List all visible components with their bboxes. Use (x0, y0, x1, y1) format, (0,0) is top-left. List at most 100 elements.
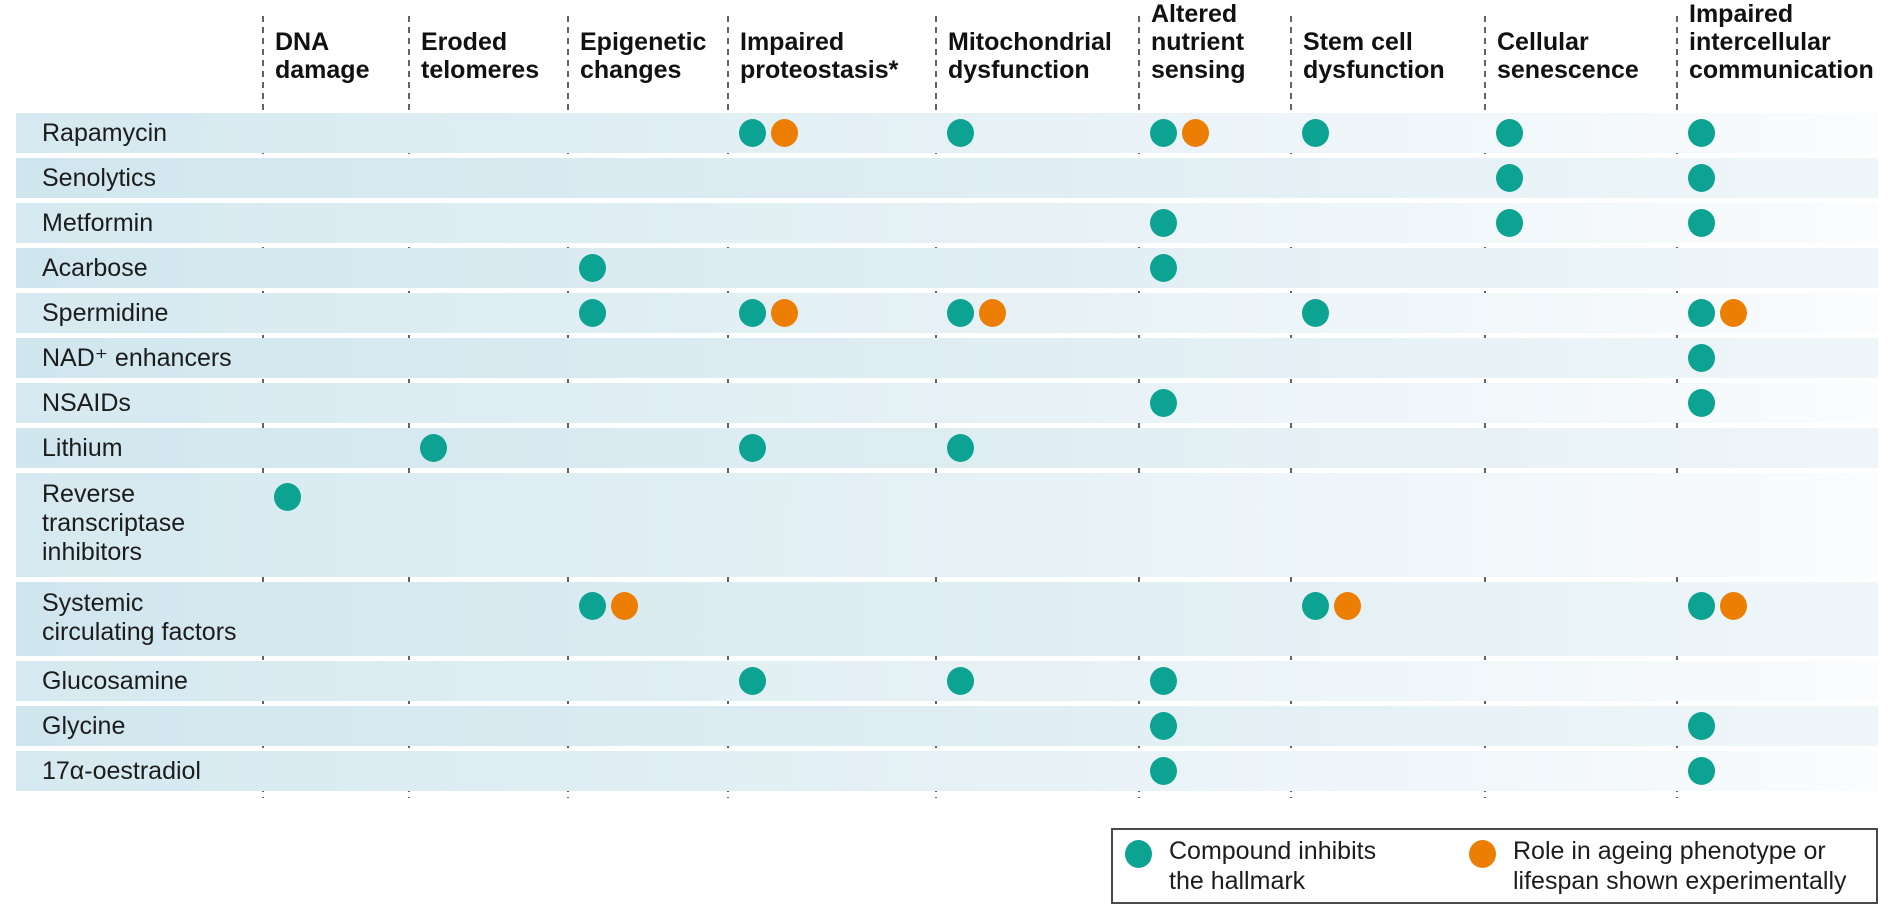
matrix-cell (1676, 706, 1878, 746)
matrix-cell (567, 338, 727, 378)
matrix-cell (567, 661, 727, 701)
matrix-cell (935, 158, 1138, 198)
experimental-dot (979, 299, 1006, 327)
experimental-dot (1720, 299, 1747, 327)
matrix-cell (935, 248, 1138, 288)
matrix-cell (1290, 582, 1484, 656)
row-label: Systemic circulating factors (42, 589, 237, 646)
inhibits-dot (1150, 757, 1177, 785)
matrix-cell (1290, 248, 1484, 288)
inhibits-dot (1302, 119, 1329, 147)
column-header: Eroded telomeres (421, 28, 540, 84)
matrix-cell (1138, 661, 1290, 701)
table-row: Reverse transcriptase inhibitors (16, 473, 1878, 577)
matrix-cell (1676, 158, 1878, 198)
inhibits-dot (1688, 757, 1715, 785)
matrix-cell (1138, 158, 1290, 198)
inhibits-dot (1150, 119, 1177, 147)
matrix-cell (567, 248, 727, 288)
matrix-cell (1138, 383, 1290, 423)
legend-box: Compound inhibits the hallmark Role in ag… (1111, 828, 1878, 904)
matrix-cell (935, 706, 1138, 746)
matrix-cell (567, 383, 727, 423)
matrix-cell (1138, 203, 1290, 243)
matrix-cell (1290, 428, 1484, 468)
matrix-cell (935, 383, 1138, 423)
inhibits-dot (1688, 164, 1715, 192)
matrix-cell (408, 428, 567, 468)
matrix-cell (1138, 582, 1290, 656)
inhibits-dot (947, 667, 974, 695)
matrix-cell (935, 203, 1138, 243)
matrix-cell (262, 473, 408, 577)
table-row: Spermidine (16, 293, 1878, 333)
experimental-dot (611, 592, 638, 620)
matrix-cell (262, 248, 408, 288)
table-row: 17α-oestradiol (16, 751, 1878, 791)
matrix-cell (408, 383, 567, 423)
matrix-cell (1484, 338, 1676, 378)
matrix-cell (1138, 113, 1290, 153)
column-header: Mitochondrial dysfunction (948, 28, 1112, 84)
matrix-cell (1290, 293, 1484, 333)
matrix-cell (1484, 113, 1676, 153)
matrix-cell (262, 428, 408, 468)
matrix-cell (1676, 661, 1878, 701)
row-label: NAD⁺ enhancers (42, 343, 232, 372)
column-header: Altered nutrient sensing (1151, 0, 1246, 84)
matrix-cell (1484, 706, 1676, 746)
matrix-cell (408, 338, 567, 378)
inhibits-dot (1150, 389, 1177, 417)
matrix-cell (567, 113, 727, 153)
legend-label: Role in ageing phenotype or lifespan sho… (1513, 837, 1847, 895)
inhibits-dot (1688, 344, 1715, 372)
inhibits-dot (420, 434, 447, 462)
inhibits-dot (1302, 299, 1329, 327)
row-label: Lithium (42, 433, 123, 462)
inhibits-dot (579, 592, 606, 620)
matrix-cell (935, 751, 1138, 791)
table-row: Senolytics (16, 158, 1878, 198)
legend-experimental-dot (1469, 840, 1496, 868)
matrix-cell (1484, 158, 1676, 198)
matrix-cell (935, 661, 1138, 701)
row-label: Acarbose (42, 253, 148, 282)
matrix-cell (262, 383, 408, 423)
row-label: Glycine (42, 711, 126, 740)
matrix-cell (567, 706, 727, 746)
matrix-cell (567, 751, 727, 791)
matrix-cell (408, 113, 567, 153)
legend-item: Role in ageing phenotype or lifespan sho… (1469, 836, 1847, 896)
inhibits-dot (1688, 712, 1715, 740)
matrix-cell (262, 113, 408, 153)
row-label: Senolytics (42, 163, 156, 192)
matrix-cell (727, 113, 935, 153)
matrix-cell (408, 582, 567, 656)
matrix-cell (727, 661, 935, 701)
matrix-cell (1484, 428, 1676, 468)
inhibits-dot (1150, 712, 1177, 740)
inhibits-dot (1496, 119, 1523, 147)
matrix-cell (408, 203, 567, 243)
inhibits-dot (739, 119, 766, 147)
legend-item: Compound inhibits the hallmark (1125, 836, 1469, 896)
matrix-cell (727, 338, 935, 378)
matrix-cell (1290, 383, 1484, 423)
header-row: DNA damage Eroded telomeres Epigenetic cha… (16, 0, 1878, 88)
matrix-cell (1290, 203, 1484, 243)
table-row: Glycine (16, 706, 1878, 746)
matrix-cell (1676, 293, 1878, 333)
matrix-cell (727, 158, 935, 198)
matrix-cell (567, 582, 727, 656)
matrix-cell (1484, 582, 1676, 656)
matrix-cell (262, 661, 408, 701)
legend-label: Compound inhibits the hallmark (1169, 837, 1377, 895)
matrix-cell (1290, 661, 1484, 701)
experimental-dot (1334, 592, 1361, 620)
matrix-cell (1290, 473, 1484, 577)
matrix-cell (262, 338, 408, 378)
inhibits-dot (1688, 209, 1715, 237)
inhibits-dot (1150, 667, 1177, 695)
inhibits-dot (1496, 164, 1523, 192)
